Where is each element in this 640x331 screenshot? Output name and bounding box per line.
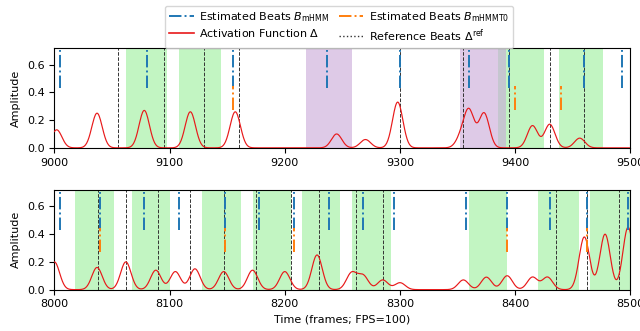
Bar: [202, 190, 241, 290]
Bar: [132, 190, 170, 290]
Y-axis label: Amplitude: Amplitude: [12, 69, 21, 126]
Y-axis label: Amplitude: Amplitude: [12, 211, 21, 268]
Bar: [253, 190, 291, 290]
Bar: [351, 190, 391, 290]
Bar: [179, 48, 221, 148]
Bar: [559, 48, 603, 148]
Bar: [126, 48, 167, 148]
Bar: [498, 48, 544, 148]
Bar: [460, 48, 506, 148]
Legend: Estimated Beats $B_{\mathrm{mHMM}}$, Activation Function $\Delta$, Estimated Bea: Estimated Beats $B_{\mathrm{mHMM}}$, Act…: [165, 6, 513, 48]
X-axis label: Time (frames; FPS=100): Time (frames; FPS=100): [275, 315, 410, 325]
Bar: [75, 190, 115, 290]
Bar: [469, 190, 507, 290]
Bar: [590, 190, 630, 290]
Bar: [302, 190, 340, 290]
Bar: [538, 190, 579, 290]
Bar: [305, 48, 351, 148]
